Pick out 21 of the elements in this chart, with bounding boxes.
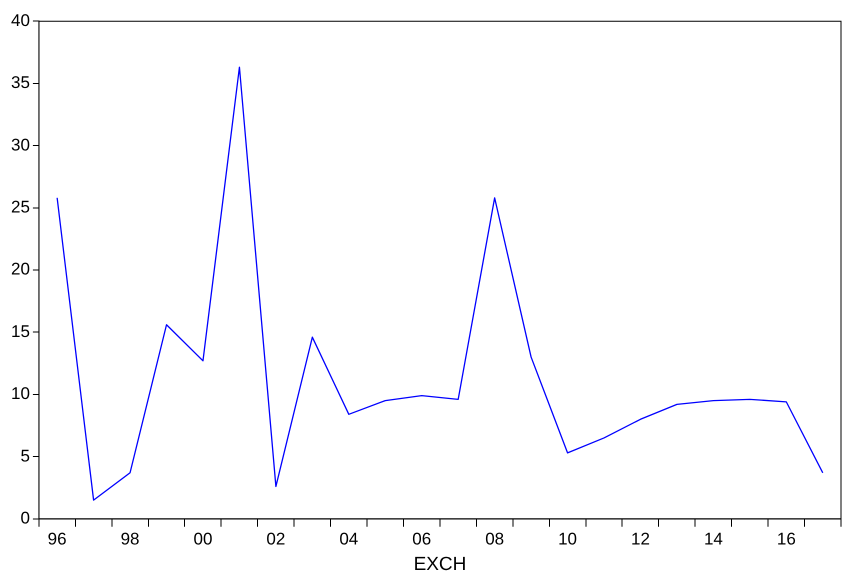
x-tick-label: 98 — [120, 530, 140, 549]
x-tick-label: 96 — [48, 530, 67, 549]
x-tick-label: 14 — [704, 530, 723, 549]
y-tick-label: 10 — [10, 384, 30, 404]
y-tick-label: 0 — [20, 508, 30, 528]
x-tick-label: 04 — [339, 530, 358, 549]
y-tick-label: 40 — [10, 10, 30, 30]
x-tick-label: 00 — [194, 530, 212, 549]
y-tick-label: 25 — [10, 197, 30, 216]
x-tick-label: 16 — [776, 530, 796, 549]
y-tick-label: 15 — [10, 322, 30, 341]
x-tick-label: 12 — [631, 530, 650, 549]
x-tick-label: 06 — [412, 530, 432, 549]
x-tick-label: 08 — [485, 530, 504, 549]
x-tick-label: 02 — [266, 530, 286, 549]
y-tick-label: 5 — [20, 446, 30, 466]
x-axis-title: EXCH — [414, 554, 466, 575]
y-tick-label: 30 — [10, 135, 30, 154]
y-tick-label: 20 — [10, 260, 30, 279]
x-tick-label: 10 — [558, 530, 578, 549]
y-tick-label: 35 — [10, 73, 30, 92]
